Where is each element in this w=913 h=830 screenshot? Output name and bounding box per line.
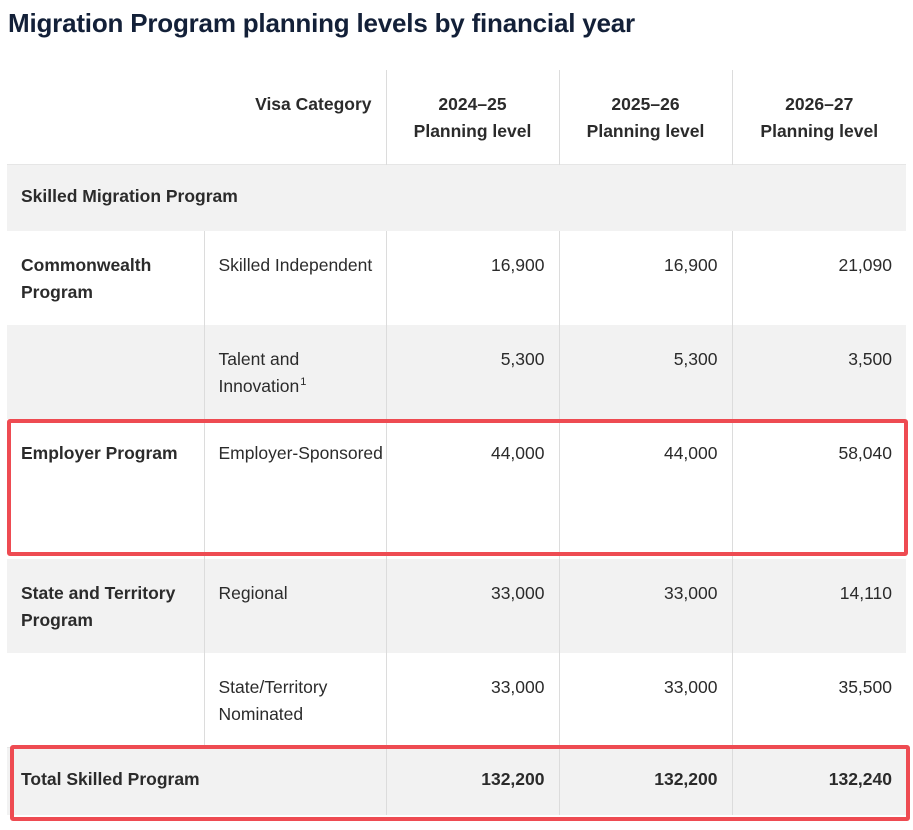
header-year-2026-27: 2026–27 Planning level (731, 70, 906, 164)
total-label: Total Skilled Program (7, 746, 386, 815)
table-row: Talent and Innovation1 5,300 5,300 3,500 (7, 325, 906, 419)
header-year-2025-26: 2025–26 Planning level (558, 70, 732, 164)
total-row: Total Skilled Program 132,200 132,200 13… (7, 746, 906, 815)
header-planning-level: Planning level (413, 121, 532, 141)
header-planning-level: Planning level (586, 121, 705, 141)
program-name (7, 653, 204, 747)
table-header-row: Visa Category 2024–25 Planning level 202… (7, 70, 906, 164)
planning-levels-table: Visa Category 2024–25 Planning level 202… (7, 70, 906, 815)
planning-value: 33,000 (385, 653, 559, 747)
planning-value: 58,040 (731, 419, 906, 559)
total-value: 132,240 (731, 746, 906, 815)
visa-category: State/Territory Nominated (203, 653, 386, 747)
planning-value: 44,000 (558, 419, 732, 559)
header-year: 2024–25 (438, 94, 507, 114)
planning-value: 33,000 (385, 559, 559, 653)
program-name (7, 325, 204, 419)
visa-category: Skilled Independent (203, 231, 386, 325)
planning-value: 5,300 (558, 325, 732, 419)
header-year: 2026–27 (785, 94, 854, 114)
visa-category-cell: Talent and Innovation1 (203, 325, 386, 419)
visa-category: Regional (203, 559, 386, 653)
planning-value: 21,090 (731, 231, 906, 325)
footnote-marker[interactable]: 1 (300, 376, 307, 388)
planning-value: 16,900 (385, 231, 559, 325)
visa-category: Employer-Sponsored (203, 419, 386, 559)
program-name: Commonwealth Program (21, 255, 152, 302)
table-row: State/Territory Nominated 33,000 33,000 … (7, 653, 906, 747)
table-row: Commonwealth Program Skilled Independent… (7, 231, 906, 325)
header-visa-category: Visa Category (255, 94, 372, 114)
section-row: Skilled Migration Program (7, 163, 906, 231)
header-planning-level: Planning level (760, 121, 879, 141)
planning-value: 33,000 (558, 559, 732, 653)
program-name: State and Territory Program (7, 559, 204, 653)
planning-value: 16,900 (558, 231, 732, 325)
total-value: 132,200 (558, 746, 732, 815)
visa-category: Talent and Innovation (218, 349, 300, 396)
program-name: Employer Program (21, 443, 178, 463)
planning-value: 3,500 (731, 325, 906, 419)
table-row: State and Territory Program Regional 33,… (7, 559, 906, 653)
section-title: Skilled Migration Program (7, 163, 906, 231)
total-value: 132,200 (385, 746, 559, 815)
header-year-2024-25: 2024–25 Planning level (385, 70, 559, 164)
planning-value: 5,300 (385, 325, 559, 419)
planning-value: 44,000 (385, 419, 559, 559)
planning-value: 33,000 (558, 653, 732, 747)
table-row: Employer Program Employer-Sponsored 44,0… (7, 419, 906, 559)
header-year: 2025–26 (611, 94, 680, 114)
planning-value: 35,500 (731, 653, 906, 747)
page-title: Migration Program planning levels by fin… (8, 8, 635, 38)
planning-value: 14,110 (731, 559, 906, 653)
